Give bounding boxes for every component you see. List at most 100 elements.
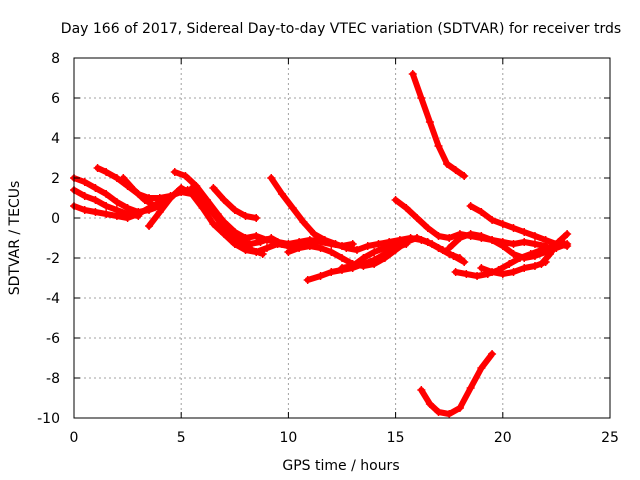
data-point: [303, 276, 312, 284]
data-point: [166, 194, 175, 202]
series-line: [339, 235, 463, 271]
data-point: [402, 204, 411, 212]
y-tick-label: 0: [51, 211, 60, 227]
data-point: [230, 206, 239, 214]
y-tick-label: -10: [37, 411, 60, 427]
data-point: [209, 220, 218, 228]
data-point: [530, 262, 539, 270]
data-point: [155, 194, 164, 202]
series-arc-20: [477, 258, 550, 278]
x-tick-label: 20: [494, 430, 512, 446]
data-point: [425, 400, 434, 408]
data-point: [445, 234, 454, 242]
data-point: [563, 230, 572, 238]
series-arc-08: [209, 184, 261, 222]
data-point: [220, 230, 229, 238]
data-point: [370, 256, 379, 264]
data-point: [554, 238, 563, 246]
y-tick-label: 2: [51, 171, 60, 187]
series-arc-16: [417, 350, 497, 418]
x-tick-label: 15: [387, 430, 405, 446]
data-point: [91, 184, 100, 192]
chart-title: Day 166 of 2017, Sidereal Day-to-day VTE…: [61, 21, 621, 37]
data-point: [498, 242, 507, 250]
data-point: [520, 228, 529, 236]
data-point: [455, 404, 464, 412]
data-point: [423, 238, 432, 246]
data-point: [408, 70, 417, 78]
data-point: [230, 240, 239, 248]
data-point: [526, 250, 535, 258]
data-point: [327, 248, 336, 256]
data-point: [445, 244, 454, 252]
data-point: [477, 232, 486, 240]
data-point: [284, 248, 293, 256]
data-point: [342, 244, 351, 252]
data-point: [445, 410, 454, 418]
data-point: [262, 236, 271, 244]
data-point: [537, 246, 546, 254]
data-point: [488, 216, 497, 224]
data-point: [220, 218, 229, 226]
data-point: [198, 204, 207, 212]
data-point: [488, 236, 497, 244]
data-point: [288, 204, 297, 212]
data-point: [353, 246, 362, 254]
data-point: [460, 258, 469, 266]
data-point: [252, 248, 261, 256]
data-point: [262, 244, 271, 252]
data-point: [155, 208, 164, 216]
data-point: [530, 240, 539, 248]
data-point: [140, 196, 149, 204]
data-point: [310, 230, 319, 238]
data-point: [93, 164, 102, 172]
data-point: [241, 212, 250, 220]
data-point: [423, 224, 432, 232]
data-point: [187, 184, 196, 192]
series-line: [418, 351, 496, 417]
data-point: [91, 208, 100, 216]
data-point: [509, 250, 518, 258]
data-point: [327, 268, 336, 276]
series-arc-15: [408, 70, 469, 180]
data-point: [177, 184, 186, 192]
x-tick-label: 10: [279, 430, 297, 446]
data-point: [80, 178, 89, 186]
data-point: [505, 260, 514, 268]
x-axis-label: GPS time / hours: [282, 458, 399, 474]
y-tick-label: 8: [51, 51, 60, 67]
data-point: [466, 384, 475, 392]
data-point: [363, 242, 372, 250]
series-line: [538, 231, 571, 267]
data-point: [348, 262, 357, 270]
series-line: [409, 71, 468, 179]
data-point: [563, 242, 572, 250]
data-point: [102, 202, 111, 210]
data-point: [520, 264, 529, 272]
data-point: [198, 194, 207, 202]
series-arc-13: [338, 234, 464, 272]
x-tick-label: 25: [601, 430, 619, 446]
data-point: [477, 364, 486, 372]
data-point: [477, 264, 486, 272]
data-point: [374, 240, 383, 248]
data-point: [359, 254, 368, 262]
data-point: [170, 168, 179, 176]
grid: [74, 58, 610, 418]
y-tick-label: -4: [46, 291, 60, 307]
data-point: [391, 196, 400, 204]
data-point: [305, 242, 314, 250]
plot-frame: [73, 57, 611, 419]
data-point: [455, 254, 464, 262]
series-line: [467, 203, 571, 249]
data-point: [413, 214, 422, 222]
y-tick-label: -8: [46, 371, 60, 387]
data-point: [338, 264, 346, 272]
data-point: [119, 174, 128, 182]
data-point: [245, 240, 254, 248]
data-point: [462, 270, 471, 278]
data-point: [520, 238, 529, 246]
data-point: [267, 174, 276, 182]
data-point: [466, 230, 475, 238]
data-point: [402, 236, 411, 244]
